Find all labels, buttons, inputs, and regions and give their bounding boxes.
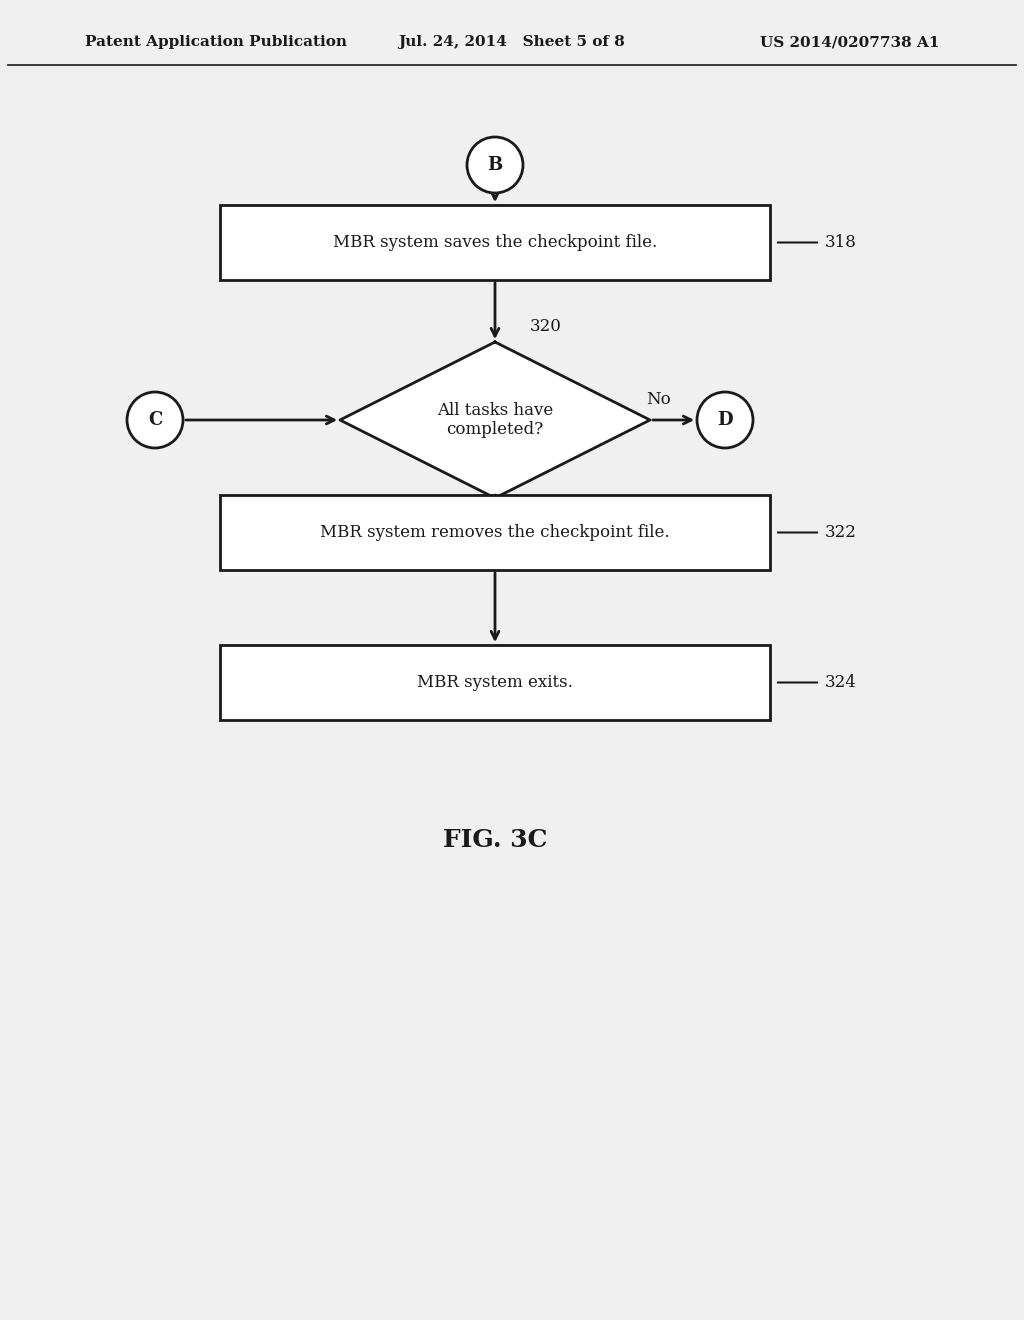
Circle shape bbox=[127, 392, 183, 447]
Text: US 2014/0207738 A1: US 2014/0207738 A1 bbox=[761, 36, 940, 49]
Text: B: B bbox=[487, 156, 503, 174]
FancyBboxPatch shape bbox=[220, 495, 770, 570]
Text: Jul. 24, 2014   Sheet 5 of 8: Jul. 24, 2014 Sheet 5 of 8 bbox=[398, 36, 626, 49]
Text: D: D bbox=[717, 411, 733, 429]
Text: MBR system saves the checkpoint file.: MBR system saves the checkpoint file. bbox=[333, 234, 657, 251]
Circle shape bbox=[697, 392, 753, 447]
Circle shape bbox=[467, 137, 523, 193]
Text: C: C bbox=[147, 411, 162, 429]
Text: No: No bbox=[646, 391, 671, 408]
Text: All tasks have
completed?: All tasks have completed? bbox=[437, 401, 553, 438]
FancyBboxPatch shape bbox=[220, 205, 770, 280]
Text: FIG. 3C: FIG. 3C bbox=[442, 828, 547, 851]
Text: MBR system exits.: MBR system exits. bbox=[417, 675, 573, 690]
FancyBboxPatch shape bbox=[220, 645, 770, 719]
Polygon shape bbox=[340, 342, 650, 498]
Text: MBR system removes the checkpoint file.: MBR system removes the checkpoint file. bbox=[321, 524, 670, 541]
Text: 320: 320 bbox=[530, 318, 562, 335]
Text: Yes: Yes bbox=[507, 510, 535, 527]
Text: 318: 318 bbox=[825, 234, 857, 251]
Text: 324: 324 bbox=[825, 675, 857, 690]
Text: 322: 322 bbox=[825, 524, 857, 541]
Text: Patent Application Publication: Patent Application Publication bbox=[85, 36, 347, 49]
